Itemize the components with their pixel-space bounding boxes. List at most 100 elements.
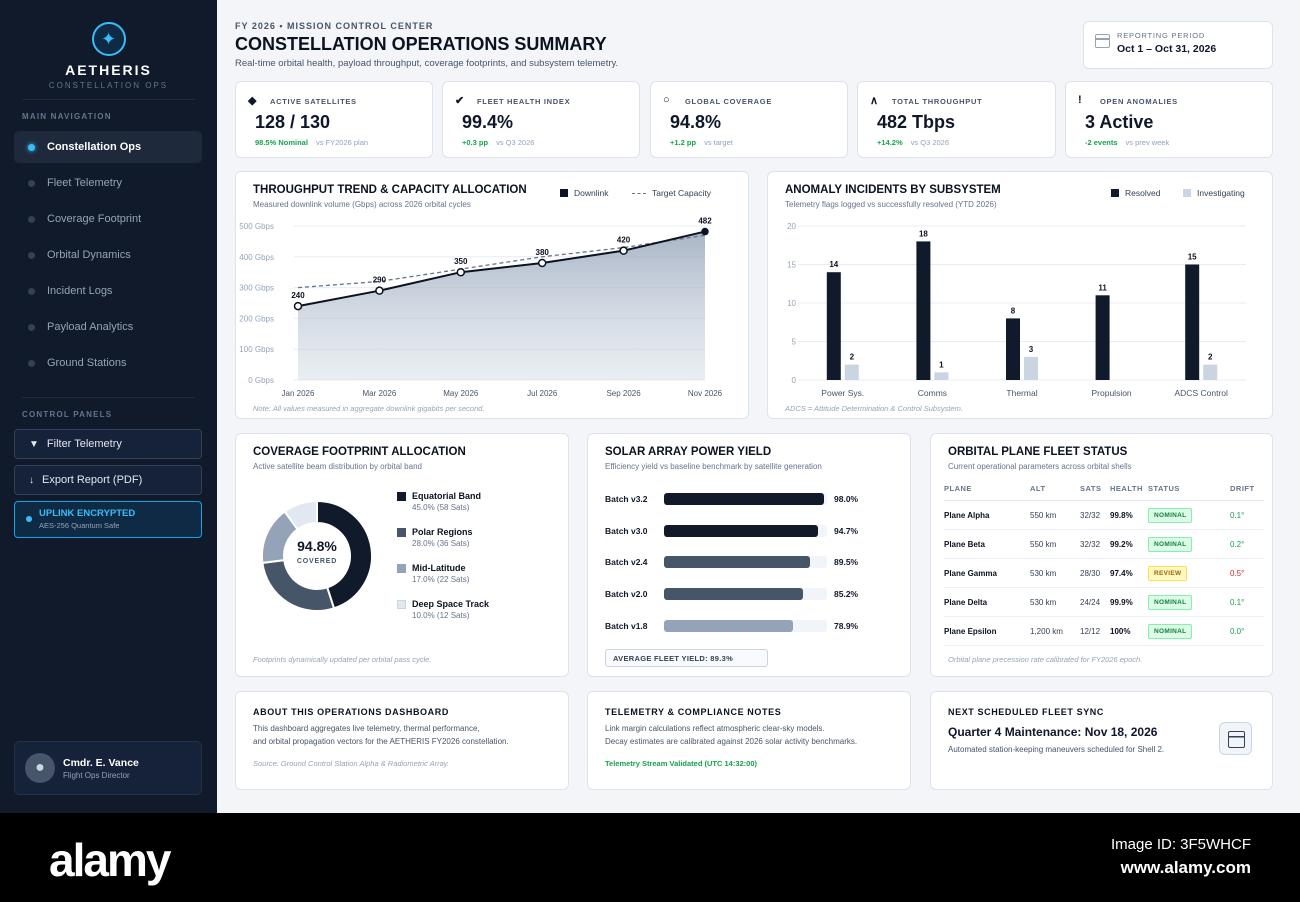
downlink-area (298, 231, 705, 380)
legend-label: Downlink (574, 188, 609, 198)
coverage-card: COVERAGE FOOTPRINT ALLOCATION Active sat… (235, 433, 569, 677)
yield-bar-fill (664, 620, 793, 632)
site-url: www.alamy.com (1120, 858, 1251, 877)
x-tick-label: Jul 2026 (527, 389, 558, 398)
legend-polar: Polar Regions 28.0% (36 Sats) (397, 527, 473, 548)
kpi-delta: +0.3 pp vs Q3 2026 (462, 138, 535, 147)
kpi-global-coverage: ○ GLOBAL COVERAGE 94.8% +1.2 pp vs target (650, 81, 848, 158)
legend-resolved: Resolved (1111, 188, 1160, 198)
card-subtitle: Efficiency yield vs baseline benchmark b… (605, 462, 822, 471)
legend-swatch (632, 192, 646, 194)
y-tick-label: 20 (787, 222, 796, 231)
export-label: Export Report (PDF) (42, 474, 143, 486)
table-row[interactable]: Plane Epsilon 1,200 km 12/12 100% NOMINAL 0.0… (944, 616, 1264, 646)
card-title: TELEMETRY & COMPLIANCE NOTES (605, 707, 782, 717)
dot-icon (28, 323, 35, 331)
chart-note: Orbital plane precession rate calibrated… (948, 655, 1143, 664)
y-tick-label: 15 (787, 261, 796, 270)
about-card: ABOUT THIS OPERATIONS DASHBOARD This das… (235, 691, 569, 790)
kpi-value: 99.4% (462, 112, 514, 132)
nav-item-incident-logs[interactable]: Incident Logs (14, 275, 202, 307)
status-badge: NOMINAL (1148, 507, 1193, 523)
nav-label: Orbital Dynamics (47, 249, 131, 261)
filter-telemetry-button[interactable]: ▼ Filter Telemetry (14, 429, 202, 459)
downlink-point (537, 258, 547, 268)
nav-item-coverage-footprint[interactable]: Coverage Footprint (14, 203, 202, 235)
x-tick-label: Mar 2026 (363, 389, 397, 398)
nav-item-payload-analytics[interactable]: Payload Analytics (14, 311, 202, 343)
calendar-icon (1095, 34, 1110, 48)
filter-label: Filter Telemetry (46, 438, 122, 450)
yield-bar: Batch v3.0 94.7% (605, 525, 859, 537)
nav-item-ground-stations[interactable]: Ground Stations (14, 347, 202, 379)
brand-name: AETHERIS (65, 62, 152, 78)
export-report-button[interactable]: ↓ Export Report (PDF) (14, 465, 202, 495)
solar-card: SOLAR ARRAY POWER YIELD Efficiency yield… (587, 433, 911, 677)
downlink-point (456, 267, 466, 277)
downlink-point (293, 301, 303, 311)
dot-icon (28, 143, 35, 151)
uplink-status: UPLINK ENCRYPTED AES-256 Quantum Safe (14, 501, 202, 538)
data-label: 8 (1011, 306, 1016, 315)
table-row[interactable]: Plane Gamma 530 km 28/30 97.4% REVIEW 0.5° (944, 558, 1264, 588)
x-tick-label: Nov 2026 (688, 389, 723, 398)
yield-bar: Batch v1.8 78.9% (605, 620, 859, 632)
brand-subtitle: CONSTELLATION OPS (48, 81, 169, 90)
data-label: 18 (919, 229, 928, 238)
kpi-value: 3 Active (1085, 112, 1154, 132)
legend-downlink: Downlink (560, 188, 609, 198)
divider (22, 99, 195, 100)
kpi-delta: +14.2% vs Q3 2026 (877, 138, 950, 147)
y-tick-label: 200 Gbps (239, 314, 274, 323)
coverage-donut-chart (261, 499, 373, 612)
nav-item-orbital-dynamics[interactable]: Orbital Dynamics (14, 239, 202, 271)
image-id: Image ID: 3F5WHCF (1110, 836, 1251, 853)
nav-item-constellation-ops[interactable]: Constellation Ops (14, 131, 202, 163)
download-icon: ↓ (29, 474, 34, 486)
kpi-total-throughput: ∧ TOTAL THROUGHPUT 482 Tbps +14.2% vs Q3 … (857, 81, 1056, 158)
donut-slice (283, 499, 318, 531)
dot-icon (28, 215, 35, 223)
col-header: SATS (1080, 481, 1110, 501)
stock-footer: alamy Image ID: 3F5WHCF www.alamy.com (0, 813, 1300, 902)
table-row[interactable]: Plane Beta 550 km 32/32 99.2% NOMINAL 0.2° (944, 529, 1264, 559)
calendar-window-icon[interactable] (1219, 722, 1252, 755)
card-title: ANOMALY INCIDENTS BY SUBSYSTEM (785, 184, 1001, 196)
telemetry-card: TELEMETRY & COMPLIANCE NOTES Link margin… (587, 691, 911, 790)
alert-icon: ! (1078, 94, 1082, 106)
nav-item-fleet-telemetry[interactable]: Fleet Telemetry (14, 167, 202, 199)
card-title: NEXT SCHEDULED FLEET SYNC (948, 707, 1105, 717)
brand-logo: ✦ AETHERIS CONSTELLATION OPS (0, 22, 217, 90)
nav-label: Incident Logs (47, 285, 113, 297)
period-label: REPORTING PERIOD (1117, 31, 1206, 40)
legend-swatch (397, 491, 406, 501)
y-tick-label: 0 (792, 376, 797, 385)
data-label: 380 (536, 248, 550, 257)
legend-swatch (1183, 189, 1191, 197)
kpi-label: TOTAL THROUGHPUT (892, 97, 983, 106)
investigating-bar (1203, 364, 1218, 380)
user-profile[interactable]: ● Cmdr. E. Vance Flight Ops Director (14, 741, 202, 795)
downlink-point (375, 286, 384, 295)
table-row[interactable]: Plane Delta 530 km 24/24 99.9% NOMINAL 0.1° (944, 587, 1264, 617)
x-tick-label: Propulsion (1092, 388, 1132, 398)
controls-heading: CONTROL PANELS (22, 410, 113, 419)
table-row[interactable]: Plane Alpha 550 km 32/32 99.8% NOMINAL 0.1° (944, 500, 1264, 530)
col-header: DRIFT (1230, 481, 1264, 501)
kpi-fleet-health: ✔ FLEET HEALTH INDEX 99.4% +0.3 pp vs Q3 … (442, 81, 640, 158)
y-tick-label: 300 Gbps (239, 284, 274, 293)
legend-swatch (397, 599, 406, 609)
reporting-period[interactable]: REPORTING PERIOD Oct 1 – Oct 31, 2026 (1083, 21, 1273, 69)
legend-swatch (1111, 189, 1119, 197)
resolved-bar (916, 241, 931, 380)
nav-label: Ground Stations (47, 357, 127, 369)
resolved-bar (1185, 264, 1200, 380)
chart-note: Footprints dynamically updated per orbit… (253, 655, 432, 664)
data-label: 482 (698, 217, 712, 226)
nav-label: Constellation Ops (47, 141, 142, 153)
card-subtitle: Current operational parameters across or… (948, 462, 1132, 471)
y-tick-label: 0 Gbps (248, 376, 274, 385)
data-label: 240 (291, 291, 305, 300)
data-label: 14 (829, 260, 838, 269)
resolved-bar (826, 272, 841, 380)
